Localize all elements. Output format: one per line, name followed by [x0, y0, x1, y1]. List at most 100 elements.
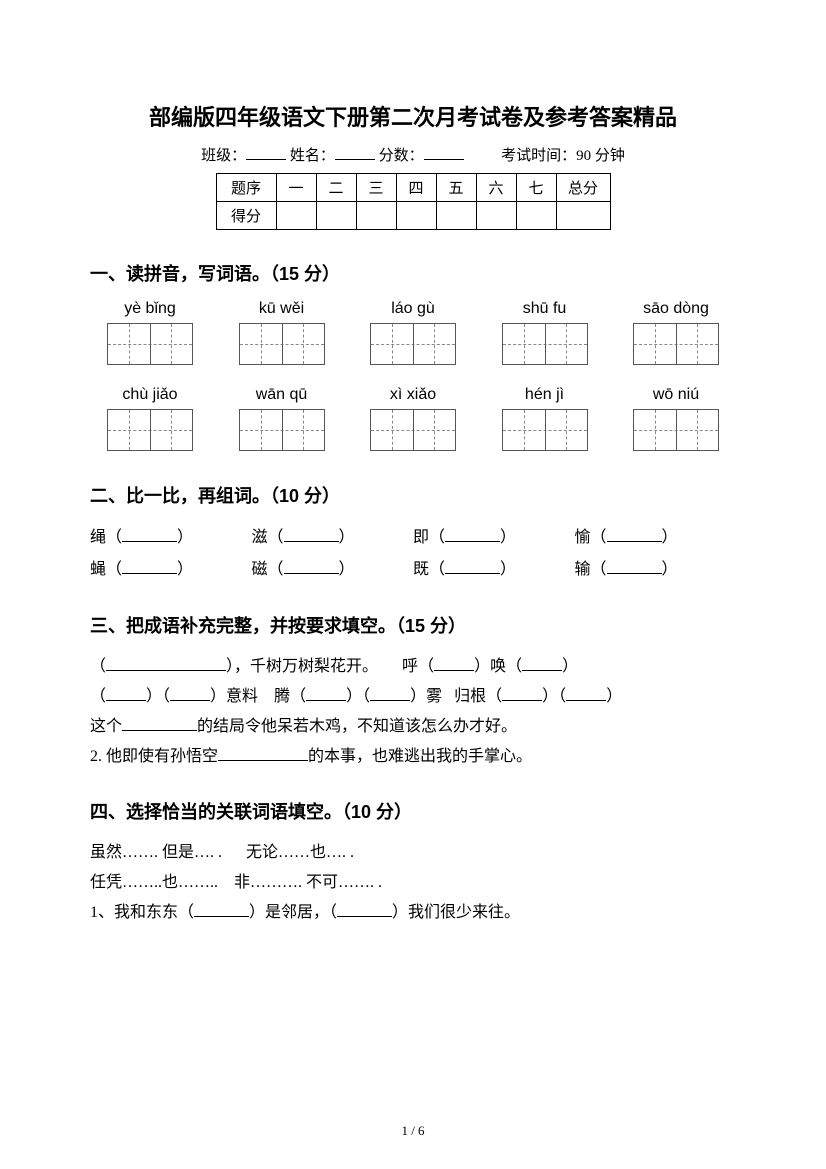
text: 的结局令他呆若木鸡，不知道该怎么办才好。: [197, 718, 517, 735]
char-grid[interactable]: [370, 323, 456, 365]
blank[interactable]: [106, 654, 226, 671]
q2-line1: 绳（） 滋（） 即（） 愉（）: [90, 522, 736, 554]
q2-line2: 蝇（） 磁（） 既（） 输（）: [90, 554, 736, 586]
score-cell[interactable]: [476, 202, 516, 230]
text: ）我们很少来往。: [392, 904, 520, 921]
table-col: 七: [516, 174, 556, 202]
char-grid[interactable]: [107, 323, 193, 365]
pinyin-label: wān qū: [228, 386, 336, 404]
name-blank[interactable]: [335, 144, 375, 160]
pinyin-label: láo gù: [359, 300, 467, 318]
info-line: 班级： 姓名： 分数： 考试时间：90 分钟: [90, 144, 736, 165]
blank[interactable]: [434, 654, 474, 671]
page-title: 部编版四年级语文下册第二次月考试卷及参考答案精品: [90, 100, 736, 132]
text: 唤: [490, 658, 506, 675]
pinyin-label: chù jiǎo: [96, 386, 204, 404]
text: 1、我和东东（: [90, 904, 194, 921]
blank[interactable]: [502, 684, 542, 701]
q4-heading: 四、选择恰当的关联词语填空。（10 分）: [90, 798, 736, 824]
text: 意料: [226, 688, 258, 705]
pinyin-label: wō niú: [622, 386, 730, 404]
char-grid[interactable]: [239, 409, 325, 451]
blank[interactable]: [122, 714, 197, 731]
score-cell[interactable]: [556, 202, 610, 230]
score-cell[interactable]: [436, 202, 476, 230]
char: 愉: [575, 529, 591, 546]
score-cell[interactable]: [316, 202, 356, 230]
q3-line: 这个 的结局令他呆若木鸡，不知道该怎么办才好。: [90, 712, 736, 742]
char: 输: [575, 561, 591, 578]
text: ）是邻居，（: [249, 904, 337, 921]
q4-line: 1、我和东东（ ）是邻居，（ ）我们很少来往。: [90, 898, 736, 928]
class-blank[interactable]: [246, 144, 286, 160]
blank[interactable]: [284, 557, 339, 574]
char-grid[interactable]: [370, 409, 456, 451]
q2-heading: 二、比一比，再组词。（10 分）: [90, 482, 736, 508]
q3-line: （），千树万树梨花开。 呼（）唤（）: [90, 652, 736, 682]
score-blank[interactable]: [424, 144, 464, 160]
blank[interactable]: [522, 654, 562, 671]
score-label: 分数：: [379, 148, 424, 164]
table-col: 六: [476, 174, 516, 202]
pinyin-block-1: yè bǐng kū wěi láo gù shū fu sāo dòng: [90, 300, 736, 370]
table-col: 四: [396, 174, 436, 202]
table-total: 总分: [556, 174, 610, 202]
text: 腾: [274, 688, 290, 705]
blank[interactable]: [122, 557, 177, 574]
pinyin-label: xì xiǎo: [359, 386, 467, 404]
char: 蝇: [90, 561, 106, 578]
text: 的本事，也难逃出我的手掌心。: [308, 748, 532, 765]
score-cell[interactable]: [396, 202, 436, 230]
char-grid[interactable]: [502, 409, 588, 451]
char: 滋: [252, 529, 268, 546]
opt: 无论……也…. .: [246, 844, 354, 861]
blank[interactable]: [337, 900, 392, 917]
score-cell[interactable]: [356, 202, 396, 230]
table-col: 五: [436, 174, 476, 202]
blank[interactable]: [566, 684, 606, 701]
time-label: 考试时间：90 分钟: [501, 148, 625, 164]
q4-options: 任凭……..也…….. 非………. 不可……. .: [90, 868, 736, 898]
score-cell[interactable]: [276, 202, 316, 230]
char-grid[interactable]: [633, 323, 719, 365]
table-row-label: 得分: [216, 202, 276, 230]
score-cell[interactable]: [516, 202, 556, 230]
q3-line: 2. 他即使有孙悟空 的本事，也难逃出我的手掌心。: [90, 742, 736, 772]
table-row-label: 题序: [216, 174, 276, 202]
q4-options: 虽然……. 但是…. . 无论……也…. .: [90, 838, 736, 868]
text: 这个: [90, 718, 122, 735]
pinyin-label: sāo dòng: [622, 300, 730, 318]
char: 磁: [252, 561, 268, 578]
opt: 虽然……. 但是…. .: [90, 844, 222, 861]
page-number: 1 / 6: [0, 1123, 826, 1139]
pinyin-label: shū fu: [491, 300, 599, 318]
blank[interactable]: [194, 900, 249, 917]
opt: 非………. 不可……. .: [234, 874, 382, 891]
text: 2. 他即使有孙悟空: [90, 748, 218, 765]
blank[interactable]: [170, 684, 210, 701]
blank[interactable]: [218, 744, 308, 761]
blank[interactable]: [106, 684, 146, 701]
blank[interactable]: [445, 557, 500, 574]
pinyin-block-2: chù jiǎo wān qū xì xiǎo hén jì wō niú: [90, 386, 736, 456]
class-label: 班级：: [201, 148, 246, 164]
char-grid[interactable]: [633, 409, 719, 451]
pinyin-label: hén jì: [491, 386, 599, 404]
blank[interactable]: [284, 525, 339, 542]
blank[interactable]: [306, 684, 346, 701]
blank[interactable]: [370, 684, 410, 701]
text: 呼: [402, 658, 418, 675]
table-col: 三: [356, 174, 396, 202]
blank[interactable]: [607, 525, 662, 542]
blank[interactable]: [607, 557, 662, 574]
text: ，千树万树梨花开。: [234, 658, 378, 675]
char-grid[interactable]: [239, 323, 325, 365]
char: 既: [413, 561, 429, 578]
blank[interactable]: [445, 525, 500, 542]
pinyin-label: kū wěi: [228, 300, 336, 318]
char-grid[interactable]: [502, 323, 588, 365]
char-grid[interactable]: [107, 409, 193, 451]
table-col: 二: [316, 174, 356, 202]
char: 即: [413, 529, 429, 546]
blank[interactable]: [122, 525, 177, 542]
